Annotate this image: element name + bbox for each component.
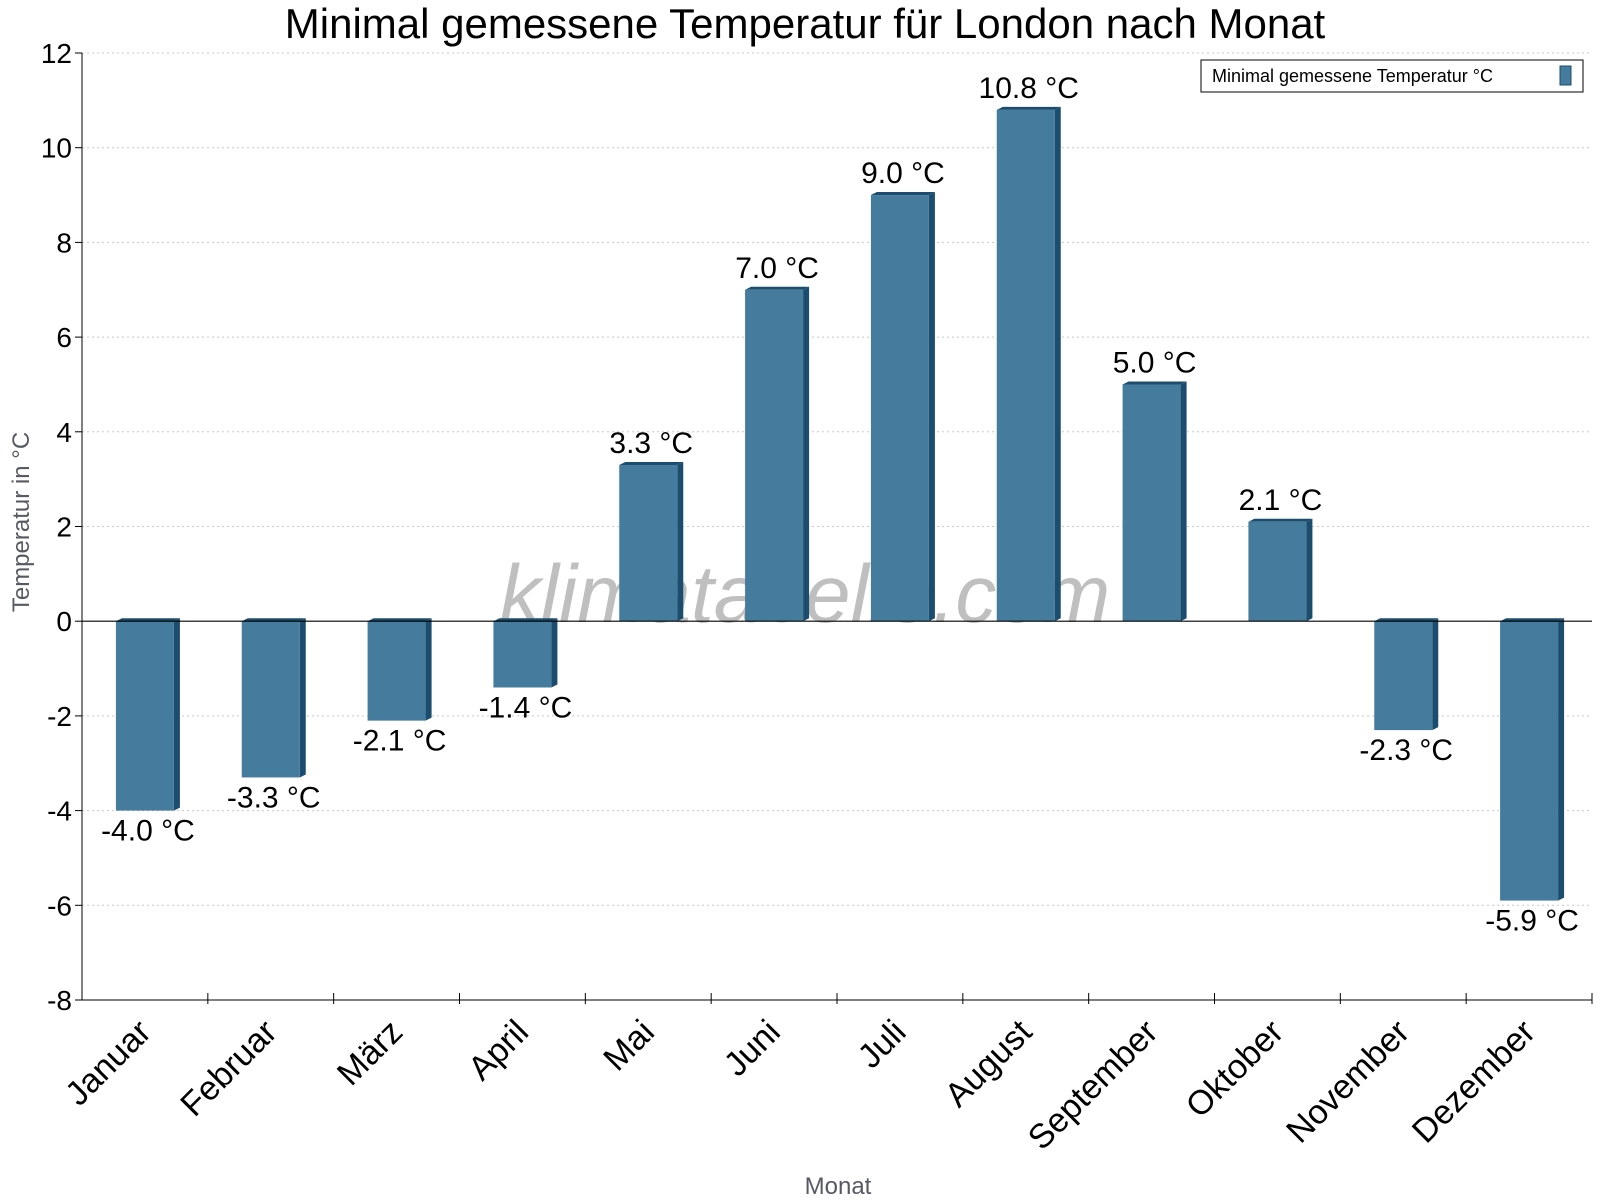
data-label: 5.0 °C <box>1113 346 1197 379</box>
y-tick-label: 8 <box>56 227 72 258</box>
bar <box>1248 521 1307 622</box>
bar-top <box>1374 618 1439 622</box>
bar-side <box>173 618 180 811</box>
bar-top <box>745 286 810 290</box>
bar-side <box>1558 618 1565 901</box>
bar <box>745 289 804 622</box>
bar-side <box>1306 518 1313 622</box>
data-label: -2.3 °C <box>1359 734 1453 767</box>
bar-side <box>425 618 432 721</box>
y-tick-label: 4 <box>56 417 72 448</box>
x-axis-label: Monat <box>805 1173 872 1200</box>
x-tick-label: Mai <box>596 1013 662 1079</box>
bar-side <box>1054 106 1061 622</box>
data-label: -5.9 °C <box>1485 905 1579 938</box>
x-tick-label: März <box>330 1013 410 1093</box>
bar-top <box>870 192 935 196</box>
x-tick-label: November <box>1279 1013 1417 1151</box>
bar-side <box>928 192 935 622</box>
bar-top <box>1122 381 1187 385</box>
data-label: 7.0 °C <box>735 252 819 285</box>
bar <box>996 109 1055 622</box>
data-label: 9.0 °C <box>861 157 945 190</box>
legend: Minimal gemessene Temperatur °C <box>1200 59 1584 93</box>
bar-top <box>367 618 432 622</box>
x-tick-label: August <box>938 1012 1040 1114</box>
bar-top <box>493 618 558 622</box>
data-label: 10.8 °C <box>979 72 1079 105</box>
bar-side <box>1432 618 1439 731</box>
bar-top <box>996 106 1061 110</box>
bar-top <box>619 461 684 465</box>
x-tick-label: Dezember <box>1405 1013 1543 1151</box>
bar <box>870 195 929 622</box>
bar <box>115 621 174 811</box>
bar <box>1122 384 1181 622</box>
y-tick-label: 0 <box>56 606 72 637</box>
bar <box>1374 621 1433 731</box>
legend-swatch <box>1559 65 1572 86</box>
x-tick-label: Oktober <box>1179 1013 1291 1125</box>
bar <box>619 464 678 622</box>
bar-side <box>551 618 558 688</box>
x-tick-label: September <box>1021 1013 1165 1157</box>
bar-top <box>1500 618 1565 622</box>
legend-box <box>1200 59 1584 93</box>
data-label: -2.1 °C <box>353 725 447 758</box>
data-label: 3.3 °C <box>609 427 693 460</box>
bar-side <box>1180 381 1187 622</box>
bar-top <box>1248 518 1313 522</box>
y-tick-label: -2 <box>47 701 72 732</box>
data-label: -3.3 °C <box>227 781 321 814</box>
bar-side <box>677 461 684 622</box>
y-tick-label: 10 <box>41 133 72 164</box>
y-tick-label: 6 <box>56 322 72 353</box>
bar <box>241 621 300 778</box>
x-tick-label: Juli <box>851 1013 914 1076</box>
y-tick-label: 12 <box>41 38 72 69</box>
bar-side <box>803 286 810 622</box>
bar-top <box>241 618 306 622</box>
data-label: 2.1 °C <box>1239 484 1323 517</box>
x-tick-label: Februar <box>173 1013 284 1124</box>
y-tick-label: -4 <box>47 796 72 827</box>
bar-side <box>299 618 306 778</box>
bar <box>367 621 426 721</box>
bar-top <box>115 618 180 622</box>
x-tick-label: April <box>461 1013 536 1088</box>
x-tick-label: Januar <box>58 1013 158 1113</box>
bars <box>115 106 1565 901</box>
chart-title: Minimal gemessene Temperatur für London … <box>285 0 1326 47</box>
y-tick-label: 2 <box>56 512 72 543</box>
y-axis-label: Temperatur in °C <box>8 432 35 612</box>
y-tick-label: -6 <box>47 890 72 921</box>
legend-label: Minimal gemessene Temperatur °C <box>1212 66 1493 86</box>
bar <box>493 621 552 688</box>
y-tick-label: -8 <box>47 985 72 1016</box>
x-tick-label: Juni <box>717 1013 788 1084</box>
bar <box>1500 621 1559 901</box>
data-label: -4.0 °C <box>101 815 195 848</box>
grid-lines <box>82 52 1592 1001</box>
data-label: -1.4 °C <box>479 691 573 724</box>
data-labels: -4.0 °C -3.3 °C -2.1 °C -1.4 °C 3.3 °C 7.0 °C… <box>101 72 1579 938</box>
